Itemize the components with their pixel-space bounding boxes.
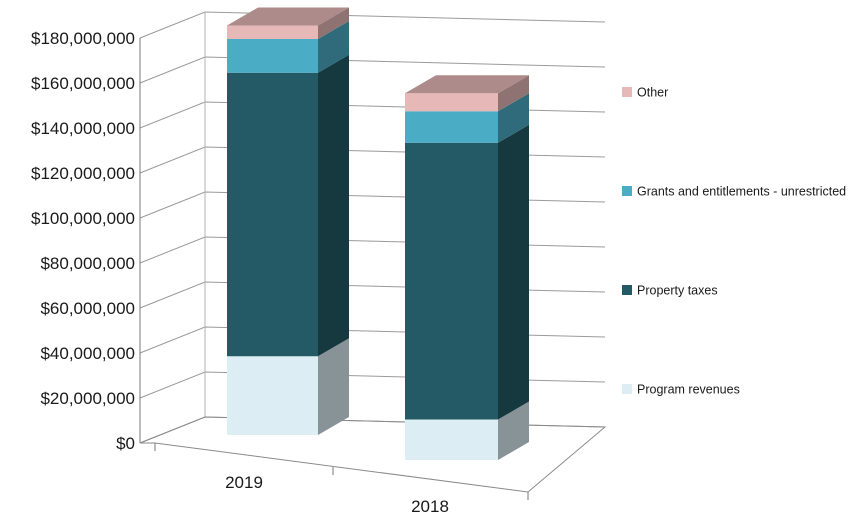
y-tick-label: $160,000,000 bbox=[31, 74, 135, 93]
bar-side-grants-and-entitlements-unrestricted-2018 bbox=[498, 93, 529, 143]
bar-side-other-2018 bbox=[498, 75, 529, 112]
y-axis-tick-labels: $0 $20,000,000 $40,000,000 $60,000,000 $80,0… bbox=[31, 29, 135, 453]
legend-label-grants-and-entitlements-unrestricted: Grants and entitlements - unrestricted bbox=[637, 185, 846, 199]
bar-segment-program-revenues-2018 bbox=[405, 419, 498, 460]
gridline bbox=[139, 11, 606, 39]
y-tick-label: $20,000,000 bbox=[40, 389, 135, 408]
bar-segment-property-taxes-2019 bbox=[227, 72, 318, 357]
bar-segment-property-taxes-2018 bbox=[405, 142, 498, 420]
bar-segment-other-2019 bbox=[227, 25, 318, 39]
bar-segment-grants-and-entitlements-unrestricted-2018 bbox=[405, 111, 498, 143]
legend-swatch-grants-and-entitlements-unrestricted bbox=[622, 186, 632, 196]
bar-side-property-taxes-2019 bbox=[318, 54, 349, 357]
bar-side-program-revenues-2018 bbox=[498, 401, 529, 460]
gridline bbox=[139, 191, 606, 219]
y-tick-label: $140,000,000 bbox=[31, 119, 135, 138]
bar-segment-program-revenues-2019 bbox=[227, 356, 318, 435]
gridline bbox=[139, 326, 606, 354]
cat-label-2019: 2019 bbox=[225, 473, 263, 492]
cat-label-2018: 2018 bbox=[411, 497, 449, 516]
gridline bbox=[139, 56, 606, 84]
bar-side-property-taxes-2018 bbox=[498, 124, 529, 420]
bar-top-2019 bbox=[227, 7, 349, 26]
y-tick-label: $40,000,000 bbox=[40, 344, 135, 363]
y-tick-label: $100,000,000 bbox=[31, 209, 135, 228]
legend: Other Grants and entitlements - unrestric… bbox=[622, 86, 846, 397]
y-tick-label: $120,000,000 bbox=[31, 164, 135, 183]
legend-swatch-program-revenues bbox=[622, 384, 632, 394]
gridline bbox=[139, 371, 606, 399]
legend-swatch-other bbox=[622, 87, 632, 97]
y-tick-label: $80,000,000 bbox=[40, 254, 135, 273]
legend-label-other: Other bbox=[637, 86, 668, 100]
bar-segment-grants-and-entitlements-unrestricted-2019 bbox=[227, 39, 318, 73]
axes bbox=[139, 12, 607, 500]
bar-side-program-revenues-2019 bbox=[318, 338, 349, 435]
floor-outline bbox=[139, 416, 607, 493]
legend-label-program-revenues: Program revenues bbox=[637, 383, 740, 397]
x-axis-category-labels: 2019 2018 bbox=[225, 473, 449, 516]
bar-top-2018 bbox=[405, 75, 529, 94]
gridline bbox=[139, 146, 606, 174]
grid bbox=[139, 11, 606, 444]
y-tick-label: $0 bbox=[116, 434, 135, 453]
y-tick-label: $180,000,000 bbox=[31, 29, 135, 48]
bar-segment-other-2018 bbox=[405, 93, 498, 112]
legend-label-property-taxes: Property taxes bbox=[637, 284, 718, 298]
gridline bbox=[139, 281, 606, 309]
gridline bbox=[139, 236, 606, 264]
bar-side-grants-and-entitlements-unrestricted-2019 bbox=[318, 21, 349, 73]
bars bbox=[227, 7, 529, 460]
gridline bbox=[139, 101, 606, 129]
legend-swatch-property-taxes bbox=[622, 285, 632, 295]
bar-side-other-2019 bbox=[318, 7, 349, 39]
y-tick-label: $60,000,000 bbox=[40, 299, 135, 318]
